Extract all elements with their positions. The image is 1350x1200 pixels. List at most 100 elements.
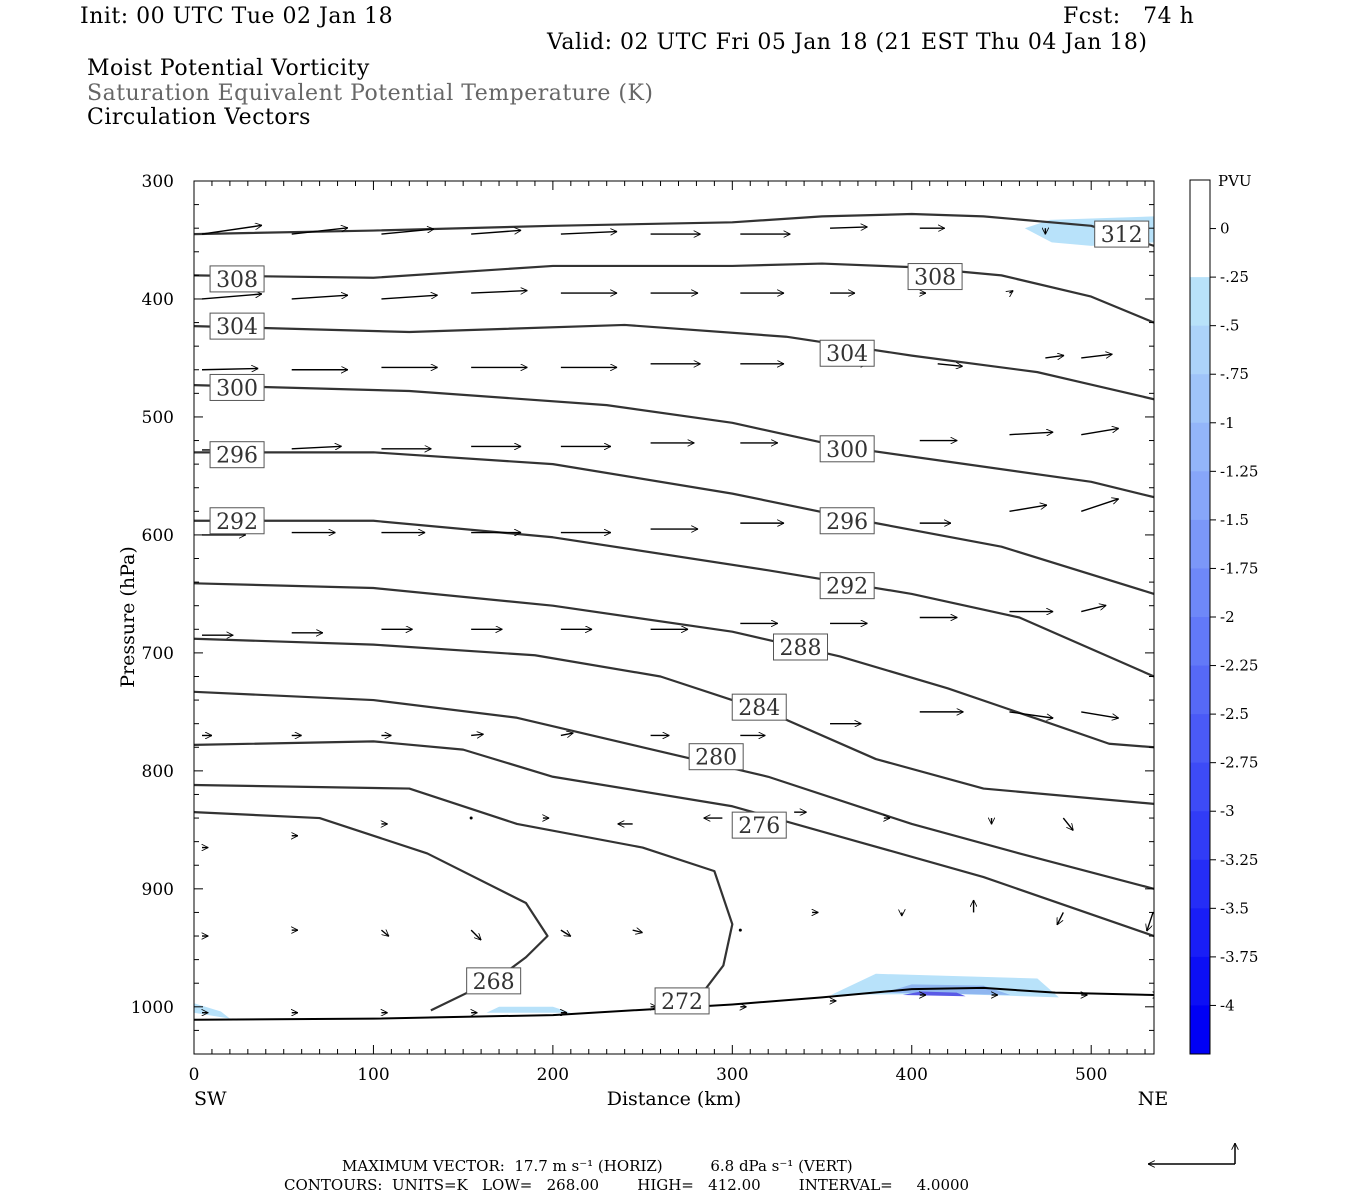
pv-region — [486, 1006, 571, 1013]
surface-pressure-line — [194, 986, 1154, 1021]
colorbar-tick-label: -2 — [1220, 608, 1235, 626]
theta-es-contour-308 — [194, 262, 1154, 324]
colorbar-tick-label: -3.25 — [1220, 851, 1258, 869]
x-tick-label: 500 — [1075, 1065, 1107, 1085]
pv-region — [902, 991, 966, 997]
circulation-vector — [201, 225, 262, 235]
theta-es-contour-300 — [194, 383, 1154, 499]
circulation-vector — [560, 929, 571, 937]
colorbar-tick-label: -3.75 — [1220, 948, 1258, 966]
circulation-vector — [381, 229, 434, 235]
contour-label-292: 292 — [209, 507, 265, 535]
contour-label-box — [907, 263, 963, 291]
circulation-vector — [632, 930, 643, 933]
contour-label-text: 296 — [826, 510, 868, 535]
circulation-vector — [291, 295, 348, 300]
contour-label-296: 296 — [209, 441, 265, 469]
colorbar-title: PVU — [1218, 172, 1252, 190]
contour-label-276: 276 — [731, 811, 787, 839]
circulation-vector — [381, 295, 437, 300]
circulation-vector — [1009, 432, 1053, 435]
colorbar-swatch — [1190, 617, 1210, 667]
circulation-vector — [1056, 912, 1064, 925]
colorbar-swatch — [1190, 956, 1210, 1006]
contour-label-box — [688, 743, 744, 771]
colorbar-tick-label: -4 — [1220, 996, 1235, 1014]
x-tick-label: 0 — [189, 1065, 200, 1085]
contour-label-292-b: 292 — [819, 572, 875, 600]
contour-label-296-b: 296 — [819, 507, 875, 535]
x-tick-label: 400 — [896, 1065, 928, 1085]
y-tick-label: 300 — [142, 172, 174, 192]
contour-info-note: CONTOURS: UNITS=K LOW= 268.00 HIGH= 412.… — [284, 1176, 970, 1194]
contour-label-box — [209, 265, 265, 293]
colorbar-swatch — [1190, 180, 1210, 230]
max-vector-note: MAXIMUM VECTOR: 17.7 m s⁻¹ (HORIZ) 6.8 d… — [342, 1157, 853, 1175]
y-tick-label: 1000 — [131, 998, 174, 1018]
contour-label-box — [209, 373, 265, 401]
theta-es-contour-296 — [194, 451, 1154, 595]
circulation-vector — [560, 232, 617, 235]
valid-time: Valid: 02 UTC Fri 05 Jan 18 (21 EST Thu … — [547, 30, 1148, 55]
y-tick-label: 500 — [142, 408, 174, 428]
colorbar-tick-label: -3 — [1220, 802, 1235, 820]
colorbar-swatch — [1190, 714, 1210, 764]
theta-es-contour-272 — [194, 783, 734, 1002]
contour-label-text: 296 — [216, 444, 258, 469]
colorbar-swatch — [1190, 908, 1210, 958]
circulation-vector — [471, 291, 527, 294]
contour-label-box — [731, 693, 787, 721]
contour-label-text: 276 — [738, 814, 780, 839]
contour-label-text: 272 — [661, 990, 703, 1015]
contour-label-text: 312 — [1101, 223, 1143, 248]
contour-label-272: 272 — [654, 987, 710, 1015]
circulation-vector — [1147, 912, 1154, 931]
contour-label-284: 284 — [731, 693, 787, 721]
circulation-vector — [1062, 817, 1073, 831]
y-axis-title: Pressure (hPa) — [117, 546, 139, 688]
contour-label-box — [819, 435, 875, 463]
colorbar-swatch — [1190, 325, 1210, 375]
contour-label-box — [209, 441, 265, 469]
colorbar-tick-label: -1.25 — [1220, 462, 1258, 480]
contour-label-304: 304 — [209, 312, 265, 340]
circulation-vector — [560, 733, 574, 736]
theta-es-contour-312 — [194, 212, 1154, 247]
contour-label-280: 280 — [688, 743, 744, 771]
circulation-vector — [471, 734, 484, 735]
colorbar-swatch — [1190, 665, 1210, 715]
contour-label-box — [654, 987, 710, 1015]
contour-label-text: 284 — [738, 696, 780, 721]
circulation-vector — [1081, 428, 1119, 436]
y-tick-label: 900 — [142, 880, 174, 900]
colorbar-swatch — [1190, 568, 1210, 618]
contour-label-text: 304 — [826, 342, 868, 367]
contour-label-308: 308 — [209, 265, 265, 293]
plot-frame — [193, 180, 1155, 1055]
contour-label-box — [209, 312, 265, 340]
contour-label-300-b: 300 — [819, 435, 875, 463]
init-time: Init: 00 UTC Tue 02 Jan 18 — [80, 4, 394, 29]
colorbar-tick-label: 0 — [1220, 220, 1230, 238]
circulation-vector — [1081, 499, 1119, 512]
contour-label-text: 292 — [826, 575, 868, 600]
contour-label-text: 300 — [826, 438, 868, 463]
contour-label-text: 292 — [216, 510, 258, 535]
colorbar-tick-label: -1.5 — [1220, 511, 1249, 529]
x-end-right-label: NE — [1138, 1088, 1169, 1110]
contour-label-text: 268 — [473, 970, 515, 995]
colorbar-tick-label: -2.25 — [1220, 657, 1258, 675]
contour-label-268: 268 — [466, 967, 522, 995]
x-axis-title: Distance (km) — [607, 1088, 742, 1110]
colorbar-swatch — [1190, 762, 1210, 812]
reference-vector-icon — [1148, 1143, 1235, 1164]
colorbar-swatch — [1190, 1005, 1210, 1055]
colorbar-swatch — [1190, 422, 1210, 472]
field-title-mpv: Moist Potential Vorticity — [87, 56, 370, 81]
colorbar-swatch — [1190, 374, 1210, 424]
colorbar-tick-label: -.75 — [1220, 365, 1249, 383]
circulation-vector — [471, 230, 521, 235]
theta-es-contour-304 — [194, 323, 1154, 401]
contour-label-text: 308 — [216, 268, 258, 293]
contour-label-text: 288 — [780, 636, 822, 661]
